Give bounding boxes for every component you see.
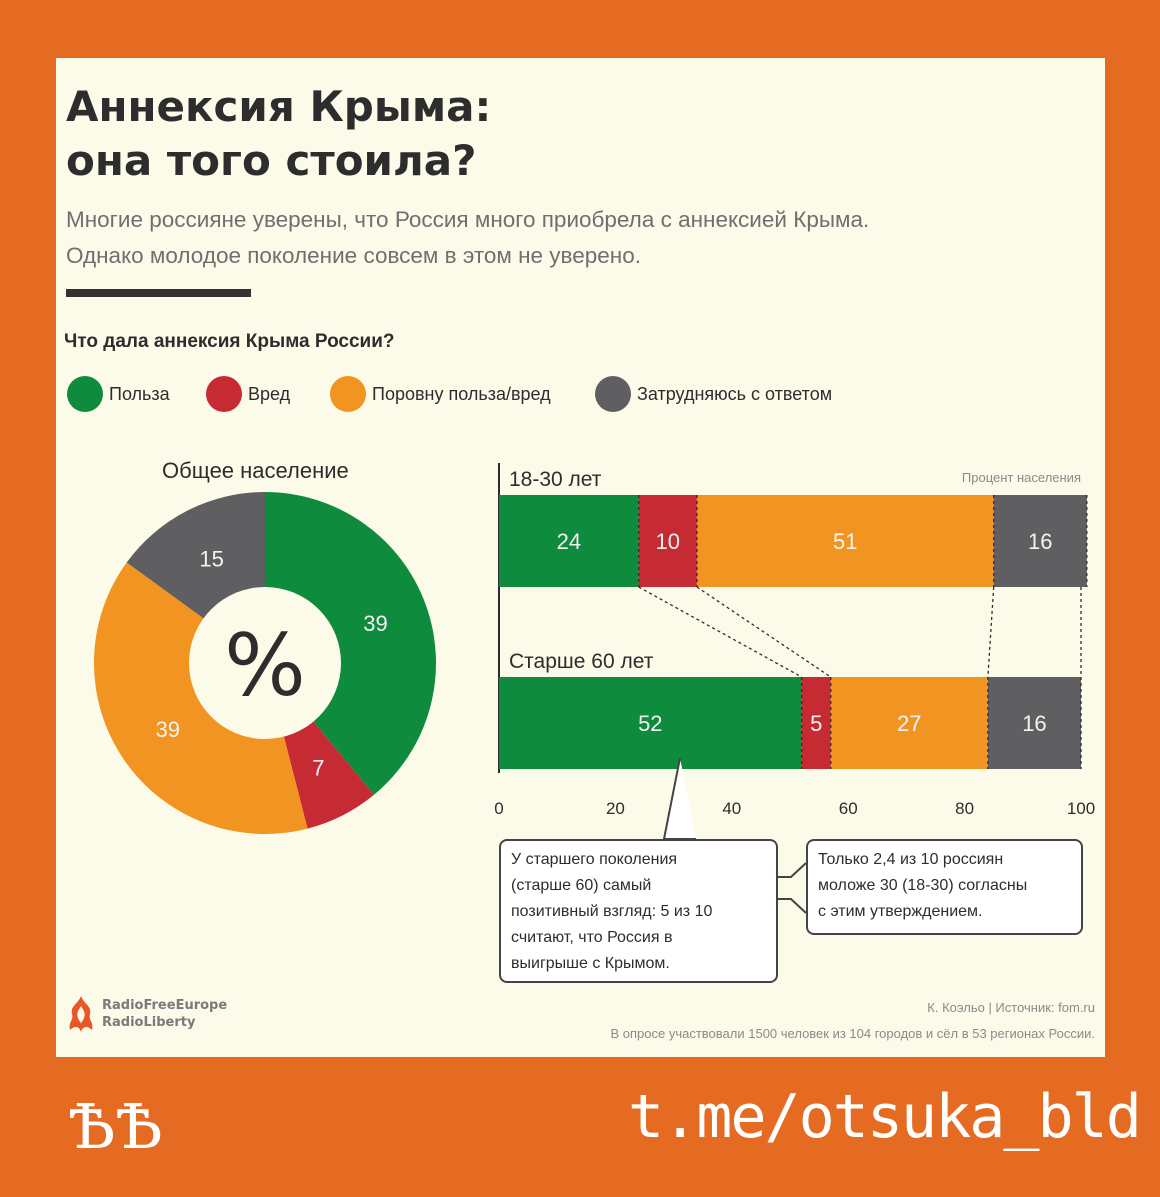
rfe-flame-icon bbox=[69, 996, 93, 1032]
pie-slice bbox=[265, 492, 436, 795]
callout-line: У старшего поколения bbox=[511, 851, 678, 868]
pie-value-label: 39 bbox=[363, 611, 387, 636]
x-tick-label: 100 bbox=[1067, 799, 1095, 818]
charts-svg: 39 7 39 15% 18-30 лет Старше 60 лет Процент на… bbox=[93, 463, 1095, 914]
callout-younger-generation: Только 2,4 из 10 россиян моложе 30 (18-30… bbox=[806, 839, 1083, 935]
logo-line-1: RadioFreeEurope bbox=[102, 998, 228, 1013]
logo-line-2: RadioLiberty bbox=[102, 1015, 196, 1030]
channel-logo-text: ѢѢ bbox=[68, 1090, 163, 1163]
bar-segment bbox=[987, 677, 1081, 769]
callout-older-generation: У старшего поколения (старше 60) самый поз… bbox=[499, 839, 778, 983]
bar-segment bbox=[801, 677, 831, 769]
x-tick-label: 20 bbox=[606, 799, 625, 818]
x-tick-label: 0 bbox=[494, 799, 503, 818]
rfe-logo: RadioFreeEurope RadioLiberty bbox=[66, 994, 227, 1034]
legend-swatch bbox=[330, 376, 366, 412]
infographic-card: Аннексия Крыма: она того стоила? Многие … bbox=[56, 58, 1105, 1057]
legend-item: Затрудняюсь с ответом bbox=[595, 376, 832, 412]
subtitle-line-2: Однако молодое поколение совсем в этом н… bbox=[66, 243, 641, 268]
bar-segment bbox=[499, 495, 639, 587]
callout-line: с этим утверждением. bbox=[818, 903, 983, 920]
legend-swatch bbox=[67, 376, 103, 412]
infographic-subtitle: Многие россияне уверены, что Россия мног… bbox=[66, 202, 869, 274]
title-divider bbox=[66, 289, 251, 297]
legend: Польза Вред Поровну польза/вред Затрудняюсь… bbox=[67, 376, 967, 414]
bar-value-label: 10 bbox=[656, 529, 680, 554]
bar-value-label: 16 bbox=[1022, 711, 1046, 736]
legend-item: Польза bbox=[67, 376, 170, 412]
bar-category-label: 18-30 лет bbox=[509, 468, 602, 491]
pie-value-label: 39 bbox=[156, 717, 180, 742]
bar-category-label: Старше 60 лет bbox=[509, 650, 654, 673]
legend-label: Польза bbox=[109, 383, 170, 404]
bar-value-label: 5 bbox=[810, 711, 822, 736]
legend-label: Затрудняюсь с ответом bbox=[637, 383, 833, 404]
bar-segment bbox=[696, 495, 994, 587]
callout-line: выигрыше с Крымом. bbox=[511, 955, 670, 972]
source-credit: К. Коэльо | Источник: fom.ru bbox=[927, 1000, 1095, 1015]
pie-value-label: 15 bbox=[199, 546, 223, 571]
callout-line: позитивный взгляд: 5 из 10 bbox=[511, 903, 713, 920]
channel-link[interactable]: t.me/otsuka_bld bbox=[628, 1082, 1142, 1152]
legend-item: Вред bbox=[206, 376, 290, 412]
survey-footnote: В опросе участвовали 1500 человек из 104… bbox=[610, 1026, 1095, 1041]
callout-line: (старше 60) самый bbox=[511, 877, 652, 894]
bar-segment bbox=[638, 495, 697, 587]
x-tick-label: 80 bbox=[955, 799, 974, 818]
x-tick-label: 60 bbox=[839, 799, 858, 818]
pie-value-label: 7 bbox=[312, 756, 324, 781]
pie-center-label: % bbox=[224, 616, 306, 716]
bar-segment bbox=[830, 677, 988, 769]
pie-chart-title: Общее население bbox=[162, 458, 349, 483]
x-tick-label: 40 bbox=[722, 799, 741, 818]
bar-segment bbox=[499, 677, 802, 769]
bar-value-label: 16 bbox=[1028, 529, 1052, 554]
bar-value-label: 27 bbox=[897, 711, 921, 736]
title-line-2: она того стоила? bbox=[66, 136, 477, 185]
bar-value-label: 51 bbox=[833, 529, 857, 554]
legend-item: Поровну польза/вред bbox=[330, 376, 551, 412]
bar-segment bbox=[993, 495, 1087, 587]
callout-line: моложе 30 (18-30) согласны bbox=[818, 877, 1028, 894]
subtitle-line-1: Многие россияне уверены, что Россия мног… bbox=[66, 207, 870, 232]
bar-annotation: Процент населения bbox=[962, 470, 1081, 485]
legend-swatch bbox=[206, 376, 242, 412]
survey-question: Что дала аннексия Крыма России? bbox=[64, 331, 395, 352]
title-line-1: Аннексия Крыма: bbox=[66, 82, 492, 131]
legend-label: Вред bbox=[248, 383, 291, 404]
legend-swatch bbox=[595, 376, 631, 412]
bar-value-label: 24 bbox=[557, 529, 581, 554]
bar-value-label: 52 bbox=[638, 711, 662, 736]
callout-line: считают, что Россия в bbox=[511, 929, 673, 946]
pie-slice bbox=[278, 706, 374, 829]
callout-line: Только 2,4 из 10 россиян bbox=[818, 851, 1004, 868]
legend-label: Поровну польза/вред bbox=[372, 383, 551, 404]
infographic-title: Аннексия Крыма: она того стоила? bbox=[66, 80, 1066, 188]
